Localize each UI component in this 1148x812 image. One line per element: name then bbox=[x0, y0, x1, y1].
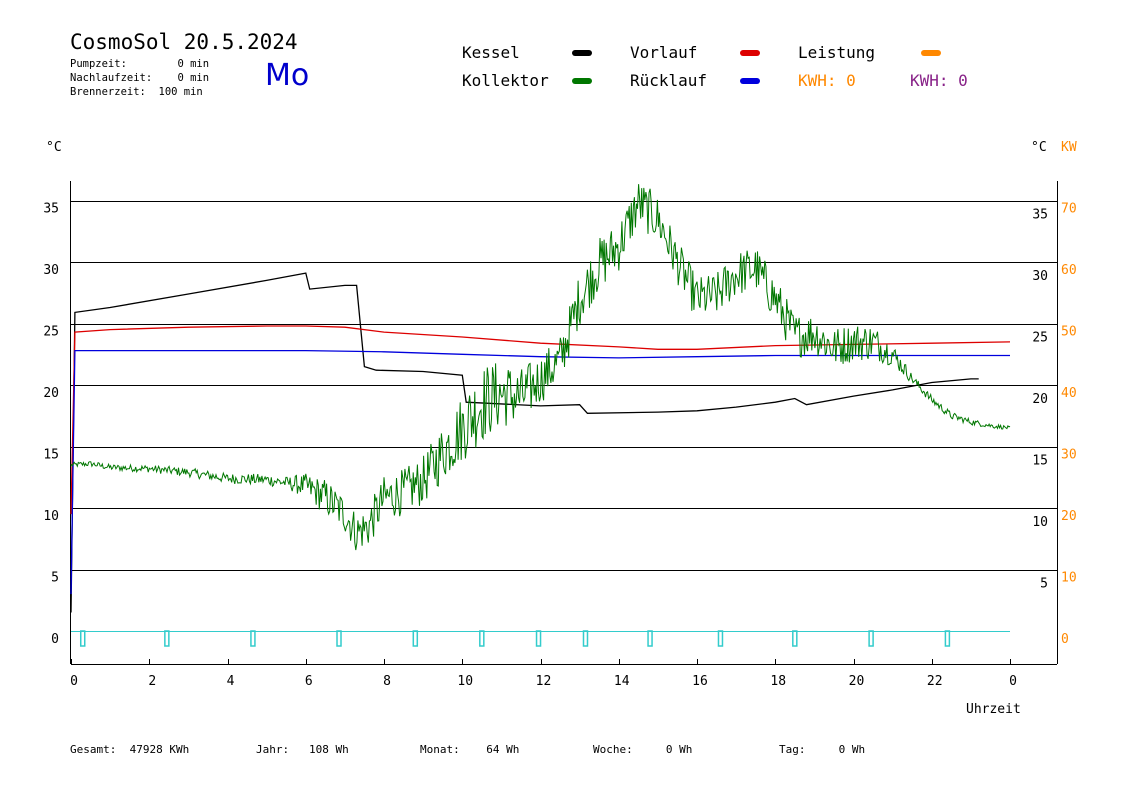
pump-pulse-2 bbox=[250, 630, 256, 647]
pump-pulse-9 bbox=[717, 630, 724, 647]
right-axis-unit-c: °C bbox=[1031, 140, 1047, 155]
x-tick-label-12: 0 bbox=[1009, 674, 1017, 689]
pump-pulse-12 bbox=[944, 630, 951, 647]
y-right-kw-tick-20: 20 bbox=[1061, 509, 1077, 524]
legend-kollektor-label: Kollektor bbox=[462, 71, 549, 90]
legend-leistung-swatch bbox=[921, 50, 941, 56]
y-left-tick-15: 15 bbox=[43, 448, 59, 463]
series-kollektor bbox=[70, 184, 1011, 551]
x-tick-label-8: 16 bbox=[692, 674, 708, 689]
pump-pulse-6 bbox=[535, 630, 542, 647]
pump-pulse-7 bbox=[582, 630, 589, 647]
x-tick-label-11: 22 bbox=[927, 674, 943, 689]
legend-kwh-purple: KWH: 0 bbox=[910, 71, 968, 90]
y-right-c-tick-5: 5 bbox=[1040, 577, 1048, 592]
y-right-c-tick-20: 20 bbox=[1032, 392, 1048, 407]
y-left-tick-35: 35 bbox=[43, 202, 59, 217]
y-left-tick-5: 5 bbox=[51, 571, 59, 586]
footer-jahr: Jahr: 108 Wh bbox=[256, 743, 349, 756]
legend-vorlauf-swatch bbox=[740, 50, 760, 56]
x-tick-label-1: 2 bbox=[148, 674, 156, 689]
y-right-kw-tick-10: 10 bbox=[1061, 571, 1077, 586]
legend-kwh-orange: KWH: 0 bbox=[798, 71, 856, 90]
y-right-c-tick-35: 35 bbox=[1032, 208, 1048, 223]
x-axis-label: Uhrzeit bbox=[966, 702, 1021, 717]
pump-pulse-3 bbox=[336, 630, 342, 647]
y-right-kw-tick-70: 70 bbox=[1061, 202, 1077, 217]
legend-ruecklauf-swatch bbox=[740, 78, 760, 84]
pump-pulse-4 bbox=[412, 630, 419, 647]
footer-tag: Tag: 0 Wh bbox=[779, 743, 866, 756]
series-vorlauf bbox=[70, 325, 1011, 515]
pump-pulse-5 bbox=[479, 630, 485, 647]
legend-ruecklauf-label: Rücklauf bbox=[630, 71, 708, 90]
left-axis-unit: °C bbox=[46, 140, 62, 155]
x-tick-label-4: 8 bbox=[383, 674, 391, 689]
y-right-kw-tick-50: 50 bbox=[1061, 325, 1077, 340]
y-right-kw-tick-30: 30 bbox=[1061, 448, 1077, 463]
chart-title: CosmoSol 20.5.2024 bbox=[70, 30, 298, 54]
series-kessel bbox=[70, 272, 979, 613]
legend-kessel-label: Kessel bbox=[462, 43, 520, 62]
y-right-kw-tick-40: 40 bbox=[1061, 386, 1077, 401]
y-right-c-tick-15: 15 bbox=[1032, 454, 1048, 469]
x-tick-label-0: 0 bbox=[70, 674, 78, 689]
y-left-tick-10: 10 bbox=[43, 509, 59, 524]
legend-kessel-swatch bbox=[572, 50, 592, 56]
pump-pulse-8 bbox=[647, 630, 653, 647]
footer-monat: Monat: 64 Wh bbox=[420, 743, 520, 756]
y-right-c-tick-10: 10 bbox=[1032, 515, 1048, 530]
weekday-label: Mo bbox=[265, 58, 310, 93]
x-tick-label-7: 14 bbox=[614, 674, 630, 689]
y-right-kw-tick-0: 0 bbox=[1061, 632, 1069, 647]
y-right-kw-tick-60: 60 bbox=[1061, 263, 1077, 278]
x-tick-label-2: 4 bbox=[227, 674, 235, 689]
y-left-tick-0: 0 bbox=[51, 632, 59, 647]
y-right-c-tick-30: 30 bbox=[1032, 269, 1048, 284]
pump-pulse-10 bbox=[792, 630, 798, 647]
pump-pulse-1 bbox=[164, 630, 170, 647]
x-tick-label-9: 18 bbox=[770, 674, 786, 689]
legend-vorlauf-label: Vorlauf bbox=[630, 43, 698, 62]
pump-pulse-11 bbox=[868, 630, 874, 647]
legend-kollektor-swatch bbox=[572, 78, 592, 84]
y-right-c-tick-25: 25 bbox=[1032, 331, 1048, 346]
footer-woche: Woche: 0 Wh bbox=[593, 743, 693, 756]
pump-pulse-0 bbox=[79, 630, 86, 647]
y-left-tick-20: 20 bbox=[43, 386, 59, 401]
x-tick-label-10: 20 bbox=[849, 674, 865, 689]
y-left-tick-25: 25 bbox=[43, 325, 59, 340]
y-left-tick-30: 30 bbox=[43, 263, 59, 278]
series-ruecklauf bbox=[70, 349, 1010, 595]
x-tick-label-3: 6 bbox=[305, 674, 313, 689]
footer-gesamt: Gesamt: 47928 KWh bbox=[70, 743, 190, 756]
legend-leistung-label: Leistung bbox=[798, 43, 876, 62]
x-tick-label-6: 12 bbox=[536, 674, 552, 689]
pumpzeit-label: Pumpzeit: 0 min bbox=[70, 58, 210, 70]
x-tick-label-5: 10 bbox=[457, 674, 473, 689]
right-axis-unit-kw: KW bbox=[1061, 140, 1077, 155]
brennerzeit-label: Brennerzeit: 100 min bbox=[70, 86, 203, 98]
nachlaufzeit-label: Nachlaufzeit: 0 min bbox=[70, 72, 210, 84]
